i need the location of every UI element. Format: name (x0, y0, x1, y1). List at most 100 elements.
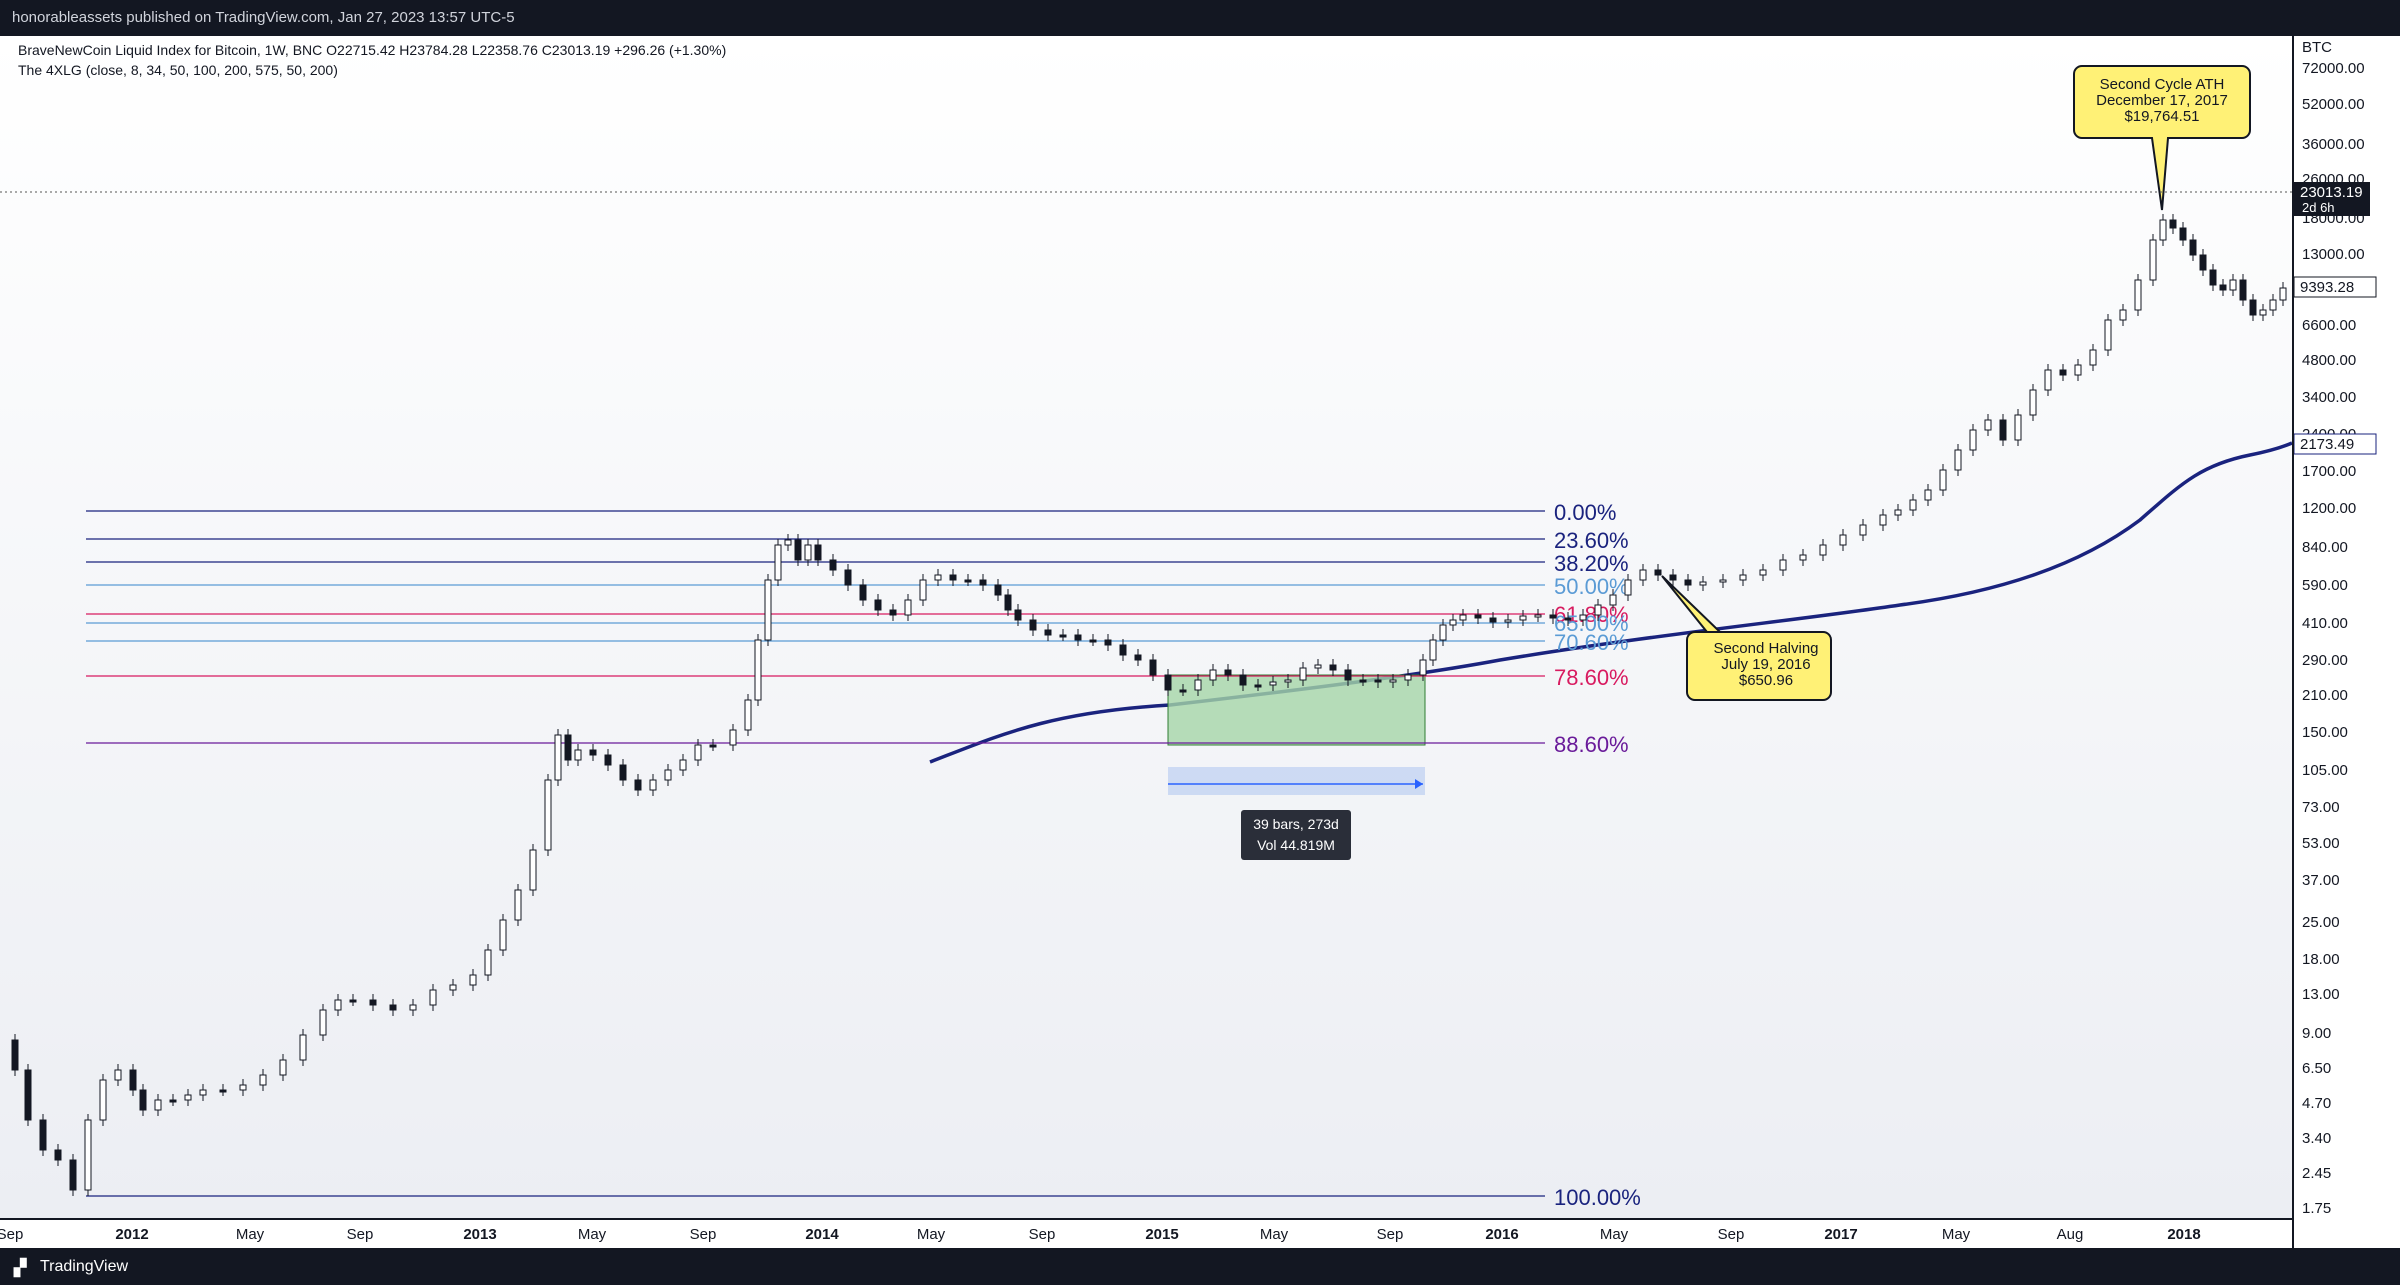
fib-label: 50.00% (1554, 574, 1629, 599)
candle-body (1269, 681, 1277, 686)
time-tick: Aug (2057, 1226, 2084, 1243)
time-tick: 2018 (2167, 1226, 2200, 1243)
candle-body (1389, 679, 1397, 683)
candle-body (1534, 614, 1542, 618)
ma-label: 2173.49 (2300, 436, 2354, 453)
candle-body (589, 749, 597, 756)
candle-body (1284, 679, 1292, 683)
candle-body (54, 1149, 62, 1161)
published-header: honorableassets published on TradingView… (0, 0, 2400, 36)
candle-body (1739, 574, 1747, 581)
candle-body (829, 559, 837, 571)
candle-body (919, 579, 927, 601)
time-tick: Sep (1718, 1226, 1745, 1243)
candle-body (784, 539, 792, 546)
candle-body (664, 769, 672, 781)
candle-body (2239, 279, 2247, 301)
callout-halving-text: $650.96 (1739, 672, 1793, 689)
candle-body (1799, 554, 1807, 561)
fib-label: 0.00% (1554, 500, 1616, 525)
candle-body (1074, 634, 1082, 641)
candle-body (1894, 509, 1902, 516)
candle-body (1759, 569, 1767, 576)
price-tick: 590.00 (2302, 577, 2348, 594)
published-text: honorableassets published on TradingView… (12, 9, 515, 26)
candle-body (744, 699, 752, 731)
candle-body (754, 639, 762, 701)
candle-body (994, 584, 1002, 596)
price-tick: 9.00 (2302, 1025, 2331, 1042)
price-tick: 1700.00 (2302, 463, 2356, 480)
measure-line1: 39 bars, 273d (1253, 816, 1339, 832)
time-tick: May (236, 1226, 265, 1243)
candle-body (219, 1089, 227, 1093)
time-tick: May (1600, 1226, 1629, 1243)
candle-body (844, 569, 852, 586)
candle-body (1669, 574, 1677, 581)
candle-body (369, 999, 377, 1006)
price-tick: 72000.00 (2302, 60, 2365, 77)
callout-halving-text: July 19, 2016 (1721, 656, 1810, 673)
candle-body (2209, 269, 2217, 286)
price-tick: 52000.00 (2302, 96, 2365, 113)
candle-body (1059, 634, 1067, 638)
price-tick: 840.00 (2302, 539, 2348, 556)
candle-body (764, 579, 772, 641)
candle-body (11, 1039, 19, 1071)
time-tick: 2012 (115, 1226, 148, 1243)
candle-body (154, 1099, 162, 1111)
candle-body (2149, 239, 2157, 281)
candle-body (2059, 369, 2067, 376)
price-tick: 105.00 (2302, 762, 2348, 779)
candle-body (139, 1089, 147, 1111)
candle-body (634, 779, 642, 791)
price-tick: 1.75 (2302, 1200, 2331, 1217)
callout-ath-shape (2073, 65, 2251, 211)
price-scale[interactable] (2294, 36, 2400, 1248)
candle-body (1969, 429, 1977, 451)
price-tick: 6600.00 (2302, 317, 2356, 334)
candle-body (2169, 219, 2177, 229)
price-label-2: 9393.28 (2300, 279, 2354, 296)
candle-body (529, 849, 537, 891)
candle-body (1839, 534, 1847, 546)
candle-body (1179, 689, 1187, 693)
candle-body (1209, 669, 1217, 681)
price-tick: 73.00 (2302, 799, 2340, 816)
time-tick: 2014 (805, 1226, 839, 1243)
candle-body (964, 579, 972, 583)
candle-body (1819, 544, 1827, 556)
chart-plot-area[interactable] (0, 36, 2292, 1218)
time-tick: Sep (0, 1226, 23, 1243)
candle-body (1859, 524, 1867, 536)
candles (11, 214, 2287, 1196)
candle-body (2219, 284, 2227, 291)
candle-body (1374, 679, 1382, 683)
candle-body (1909, 499, 1917, 511)
fib-label: 70.60% (1554, 630, 1629, 655)
range-arrow-head (1415, 779, 1423, 789)
candle-body (709, 744, 717, 748)
price-tick: 150.00 (2302, 724, 2348, 741)
indicator-legend[interactable]: The 4XLG (close, 8, 34, 50, 100, 200, 57… (18, 62, 338, 78)
price-tick: 1200.00 (2302, 500, 2356, 517)
candle-body (859, 584, 867, 601)
time-tick: 2015 (1145, 1226, 1178, 1243)
candle-body (2104, 319, 2112, 351)
ma-label-badge (2293, 433, 2377, 455)
symbol-legend[interactable]: BraveNewCoin Liquid Index for Bitcoin, 1… (18, 42, 727, 58)
time-tick: Sep (1029, 1226, 1056, 1243)
candle-body (1194, 679, 1202, 691)
candle-body (1579, 614, 1587, 621)
time-tick: 2016 (1485, 1226, 1518, 1243)
candle-body (1594, 604, 1602, 616)
candle-body (349, 999, 357, 1003)
candle-body (499, 919, 507, 951)
price-tick: 37.00 (2302, 872, 2340, 889)
time-scale[interactable] (0, 1220, 2292, 1248)
candle-body (1149, 659, 1157, 676)
callout-ath-text: December 17, 2017 (2096, 92, 2228, 109)
candle-body (1684, 579, 1692, 586)
candle-body (2199, 254, 2207, 271)
